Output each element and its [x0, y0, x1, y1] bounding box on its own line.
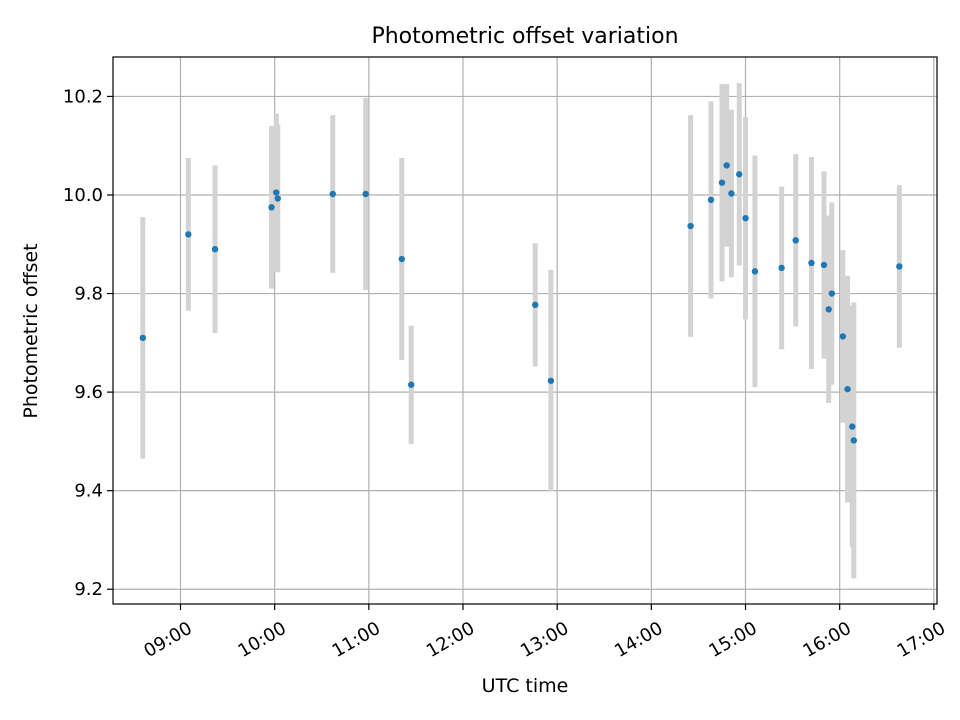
data-point	[273, 189, 280, 196]
x-tick-label: 12:00	[423, 618, 478, 662]
data-point	[820, 261, 828, 269]
y-axis-label: Photometric offset	[20, 243, 42, 418]
data-point	[274, 195, 281, 202]
data-point	[736, 171, 743, 178]
data-point	[408, 381, 415, 388]
error-bars	[140, 83, 902, 579]
data-point	[723, 162, 730, 169]
x-tick-label: 11:00	[329, 618, 384, 662]
data-point	[828, 290, 836, 297]
data-points	[139, 162, 903, 444]
data-point	[808, 259, 815, 267]
data-point	[718, 179, 726, 186]
ticks: 09:00 10:00 11:00 12:00 13:00 14:00 15:00 16:00…	[63, 86, 949, 662]
plot-frame	[112, 56, 938, 605]
data-point	[844, 385, 851, 393]
data-point	[849, 423, 856, 430]
data-point	[728, 190, 735, 197]
y-tick-label: 10.0	[63, 185, 103, 206]
x-tick-label: 13:00	[517, 618, 572, 662]
y-tick-label: 10.2	[63, 86, 103, 107]
y-tick-label: 9.2	[74, 579, 103, 600]
x-tick-label: 15:00	[705, 618, 760, 662]
data-point	[707, 196, 715, 204]
y-tick-label: 9.4	[74, 481, 103, 502]
data-point	[751, 268, 759, 275]
x-tick-label: 14:00	[611, 618, 666, 662]
data-point	[532, 301, 539, 309]
y-tick-label: 9.6	[74, 382, 103, 403]
data-point	[362, 190, 369, 198]
data-point	[839, 333, 847, 340]
data-point	[268, 204, 275, 211]
data-point	[825, 306, 832, 313]
data-point	[687, 222, 694, 230]
data-point	[742, 214, 749, 222]
grid	[113, 57, 937, 604]
x-tick-label: 09:00	[140, 618, 195, 662]
data-point	[329, 190, 336, 198]
y-tick-label: 9.8	[74, 284, 103, 305]
x-tick-label: 10:00	[234, 618, 289, 662]
data-point	[778, 264, 785, 272]
data-point	[547, 377, 555, 384]
x-axis-label: UTC time	[482, 675, 569, 697]
data-point	[792, 237, 799, 244]
data-point	[398, 255, 405, 263]
data-point	[139, 334, 147, 342]
data-point	[896, 263, 903, 270]
data-point	[850, 437, 858, 444]
data-point	[185, 231, 192, 238]
data-point	[211, 245, 219, 253]
x-tick-label: 16:00	[800, 618, 855, 662]
chart-title: Photometric offset variation	[371, 24, 678, 49]
x-tick-label: 17:00	[894, 618, 949, 662]
